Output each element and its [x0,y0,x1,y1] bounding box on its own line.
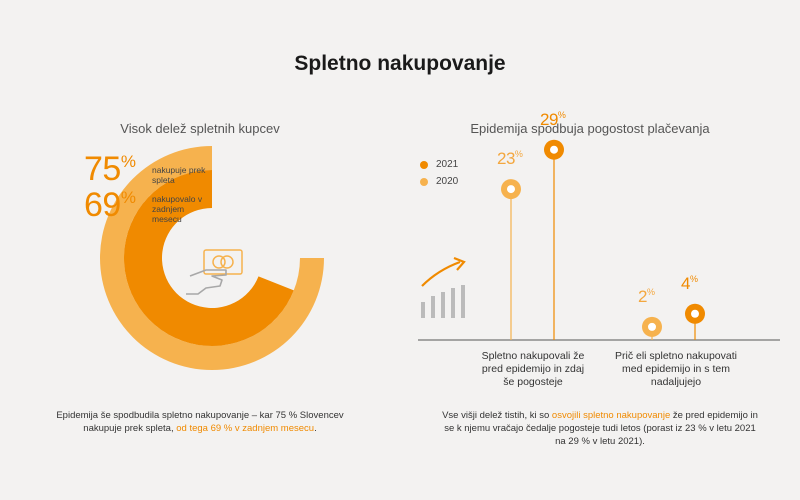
legend-item-2020: 2020 [420,176,458,187]
point-center-2021-cat2 [691,309,699,318]
hand-card-icon [186,249,243,295]
value-label-2021-cat1: 29% [540,109,566,129]
point-center-2020-cat1 [507,185,515,194]
page-title: Spletno nakupovanje [294,52,506,75]
right-caption: Vse višji delež tistih, ki so osvojili s… [442,410,758,447]
category-label-1: Spletno nakupovali že pred epidemijo in … [481,350,585,388]
legend-swatch-2020 [420,177,428,186]
left-chart-title: Visok delež spletnih kupcev [120,121,280,136]
category-label-2: Prič eli spletno nakupovati med epidemij… [615,350,737,388]
left-caption: Epidemija še spodbudila spletno nakupova… [56,410,344,434]
stat2-value: 69% [84,186,136,224]
stat1-label: nakupuje prek spleta [152,165,206,185]
point-center-2021-cat1 [550,145,558,154]
stat2-label: nakupovalo v zadnjem mesecu [152,194,203,224]
donut-chart [100,146,324,370]
stat1-value: 75% [84,150,136,188]
legend-item-2021: 2021 [420,159,458,170]
point-center-2020-cat2 [648,322,656,331]
lollipop-chart [501,139,705,340]
donut-ring-inner [124,170,294,346]
legend-swatch-2021 [420,160,428,169]
value-label-2020-cat1: 23% [497,149,523,169]
value-label-2021-cat2: 4% [681,273,698,293]
growth-chart-icon [421,256,466,318]
value-label-2020-cat2: 2% [638,286,655,306]
right-chart-title: Epidemija spodbuja pogostost plačevanja [470,121,710,136]
